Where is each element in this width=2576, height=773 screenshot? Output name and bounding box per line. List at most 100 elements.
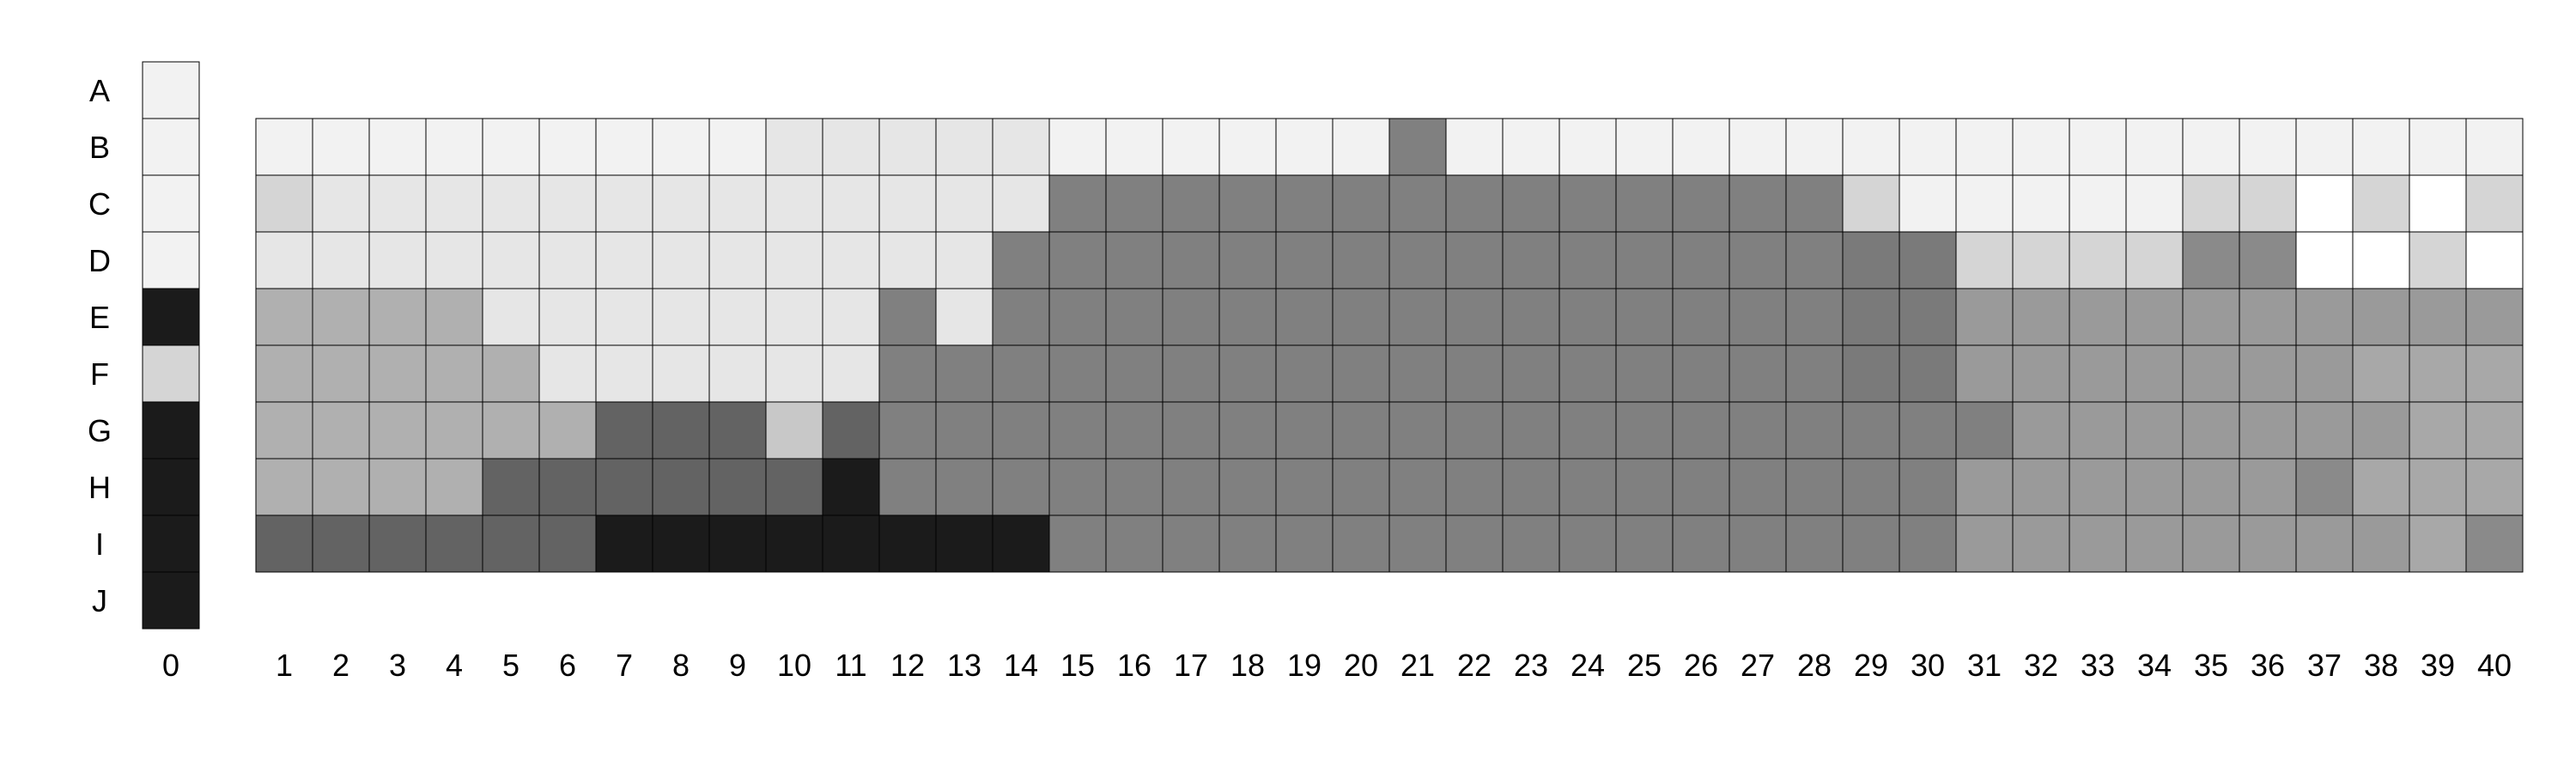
grid-cell-H-24 <box>1558 458 1617 516</box>
grid-cell-E-35 <box>2182 288 2240 346</box>
column-label-10: 10 <box>777 648 811 683</box>
grid-cell-D-30 <box>1899 231 1957 289</box>
grid-cell-F-8 <box>652 344 710 403</box>
row-label-I: I <box>95 526 104 562</box>
grid-cell-B-4 <box>425 118 483 176</box>
grid-cell-B-32 <box>2012 118 2070 176</box>
grid-cell-F-15 <box>1048 344 1107 403</box>
column-label-2: 2 <box>332 648 349 683</box>
grid-cell-H-29 <box>1842 458 1900 516</box>
grid-cell-E-8 <box>652 288 710 346</box>
grid-cell-C-23 <box>1502 174 1560 233</box>
grid-cell-E-20 <box>1332 288 1390 346</box>
grid-cell-B-14 <box>992 118 1050 176</box>
grid-cell-F-34 <box>2125 344 2184 403</box>
grid-cell-G-2 <box>312 401 370 460</box>
grid-cell-D-22 <box>1445 231 1504 289</box>
grid-cell-E-34 <box>2125 288 2184 346</box>
column-label-27: 27 <box>1741 648 1775 683</box>
grid-cell-D-27 <box>1728 231 1787 289</box>
grid-cell-B-31 <box>1955 118 2014 176</box>
column-label-39: 39 <box>2421 648 2455 683</box>
grid-cell-I-3 <box>368 514 427 573</box>
grid-cell-D-8 <box>652 231 710 289</box>
grid-cell-G-39 <box>2409 401 2467 460</box>
grid-cell-F-18 <box>1218 344 1277 403</box>
grid-cell-D-15 <box>1048 231 1107 289</box>
grid-cell-I-7 <box>595 514 653 573</box>
grid-cell-G-9 <box>708 401 767 460</box>
column-label-33: 33 <box>2081 648 2115 683</box>
grid-cell-F-4 <box>425 344 483 403</box>
grid-cell-D-2 <box>312 231 370 289</box>
grid-cell-E-5 <box>482 288 540 346</box>
grid-cell-F-10 <box>765 344 823 403</box>
grid-cell-E-31 <box>1955 288 2014 346</box>
column-label-38: 38 <box>2364 648 2398 683</box>
grid-cell-D-12 <box>878 231 937 289</box>
grid-cell-I-32 <box>2012 514 2070 573</box>
grid-cell-G-34 <box>2125 401 2184 460</box>
grid-cell-D-23 <box>1502 231 1560 289</box>
column-label-22: 22 <box>1457 648 1492 683</box>
grid-cell-F-20 <box>1332 344 1390 403</box>
grid-cell-I-19 <box>1275 514 1334 573</box>
grid-cell-C-38 <box>2352 174 2410 233</box>
grid-cell-H-27 <box>1728 458 1787 516</box>
grid-cell-G-14 <box>992 401 1050 460</box>
grid-cell-H-23 <box>1502 458 1560 516</box>
grid-cell-B-17 <box>1162 118 1220 176</box>
grid-cell-G-23 <box>1502 401 1560 460</box>
grid-cell-I-15 <box>1048 514 1107 573</box>
grid-cell-I-22 <box>1445 514 1504 573</box>
grid-cell-E-13 <box>935 288 993 346</box>
grid-cell-E-30 <box>1899 288 1957 346</box>
grid-cell-C-39 <box>2409 174 2467 233</box>
grid-cell-H-20 <box>1332 458 1390 516</box>
grid-cell-G-20 <box>1332 401 1390 460</box>
grid-cell-D-37 <box>2295 231 2354 289</box>
grid-cell-B-19 <box>1275 118 1334 176</box>
grid-cell-B-23 <box>1502 118 1560 176</box>
grid-cell-D-36 <box>2239 231 2297 289</box>
grid-cell-H-7 <box>595 458 653 516</box>
grid-cell-I-38 <box>2352 514 2410 573</box>
grid-cell-D-14 <box>992 231 1050 289</box>
grid-cell-B-25 <box>1615 118 1674 176</box>
grid-cell-G-12 <box>878 401 937 460</box>
grid-cell-D-40 <box>2465 231 2524 289</box>
row-label-B: B <box>89 130 110 165</box>
grid-cell-H-11 <box>822 458 880 516</box>
grid-cell-H-28 <box>1785 458 1844 516</box>
grid-cell-C-13 <box>935 174 993 233</box>
grid-cell-I-13 <box>935 514 993 573</box>
grid-cell-F-9 <box>708 344 767 403</box>
grid-cell-H-3 <box>368 458 427 516</box>
grid-cell-B-36 <box>2239 118 2297 176</box>
grid-cell-E-10 <box>765 288 823 346</box>
grid-cell-D-25 <box>1615 231 1674 289</box>
grid-cell-C-2 <box>312 174 370 233</box>
grid-cell-H-15 <box>1048 458 1107 516</box>
grid-cell-C-21 <box>1388 174 1447 233</box>
grid-cell-H-25 <box>1615 458 1674 516</box>
grid-cell-D-39 <box>2409 231 2467 289</box>
grid-cell-G-28 <box>1785 401 1844 460</box>
grid-cell-F-1 <box>255 344 313 403</box>
column-label-25: 25 <box>1627 648 1662 683</box>
grid-cell-D-38 <box>2352 231 2410 289</box>
grid-cell-B-35 <box>2182 118 2240 176</box>
grid-cell-G-40 <box>2465 401 2524 460</box>
grid-cell-F-35 <box>2182 344 2240 403</box>
column-label-26: 26 <box>1684 648 1718 683</box>
grid-cell-B-22 <box>1445 118 1504 176</box>
grid-cell-H-38 <box>2352 458 2410 516</box>
grid-cell-D-21 <box>1388 231 1447 289</box>
column-label-29: 29 <box>1854 648 1888 683</box>
grid-cell-G-16 <box>1105 401 1163 460</box>
column-label-21: 21 <box>1400 648 1435 683</box>
grid-cell-E-7 <box>595 288 653 346</box>
grid-cell-E-28 <box>1785 288 1844 346</box>
grid-cell-H-1 <box>255 458 313 516</box>
grid-cell-F-30 <box>1899 344 1957 403</box>
